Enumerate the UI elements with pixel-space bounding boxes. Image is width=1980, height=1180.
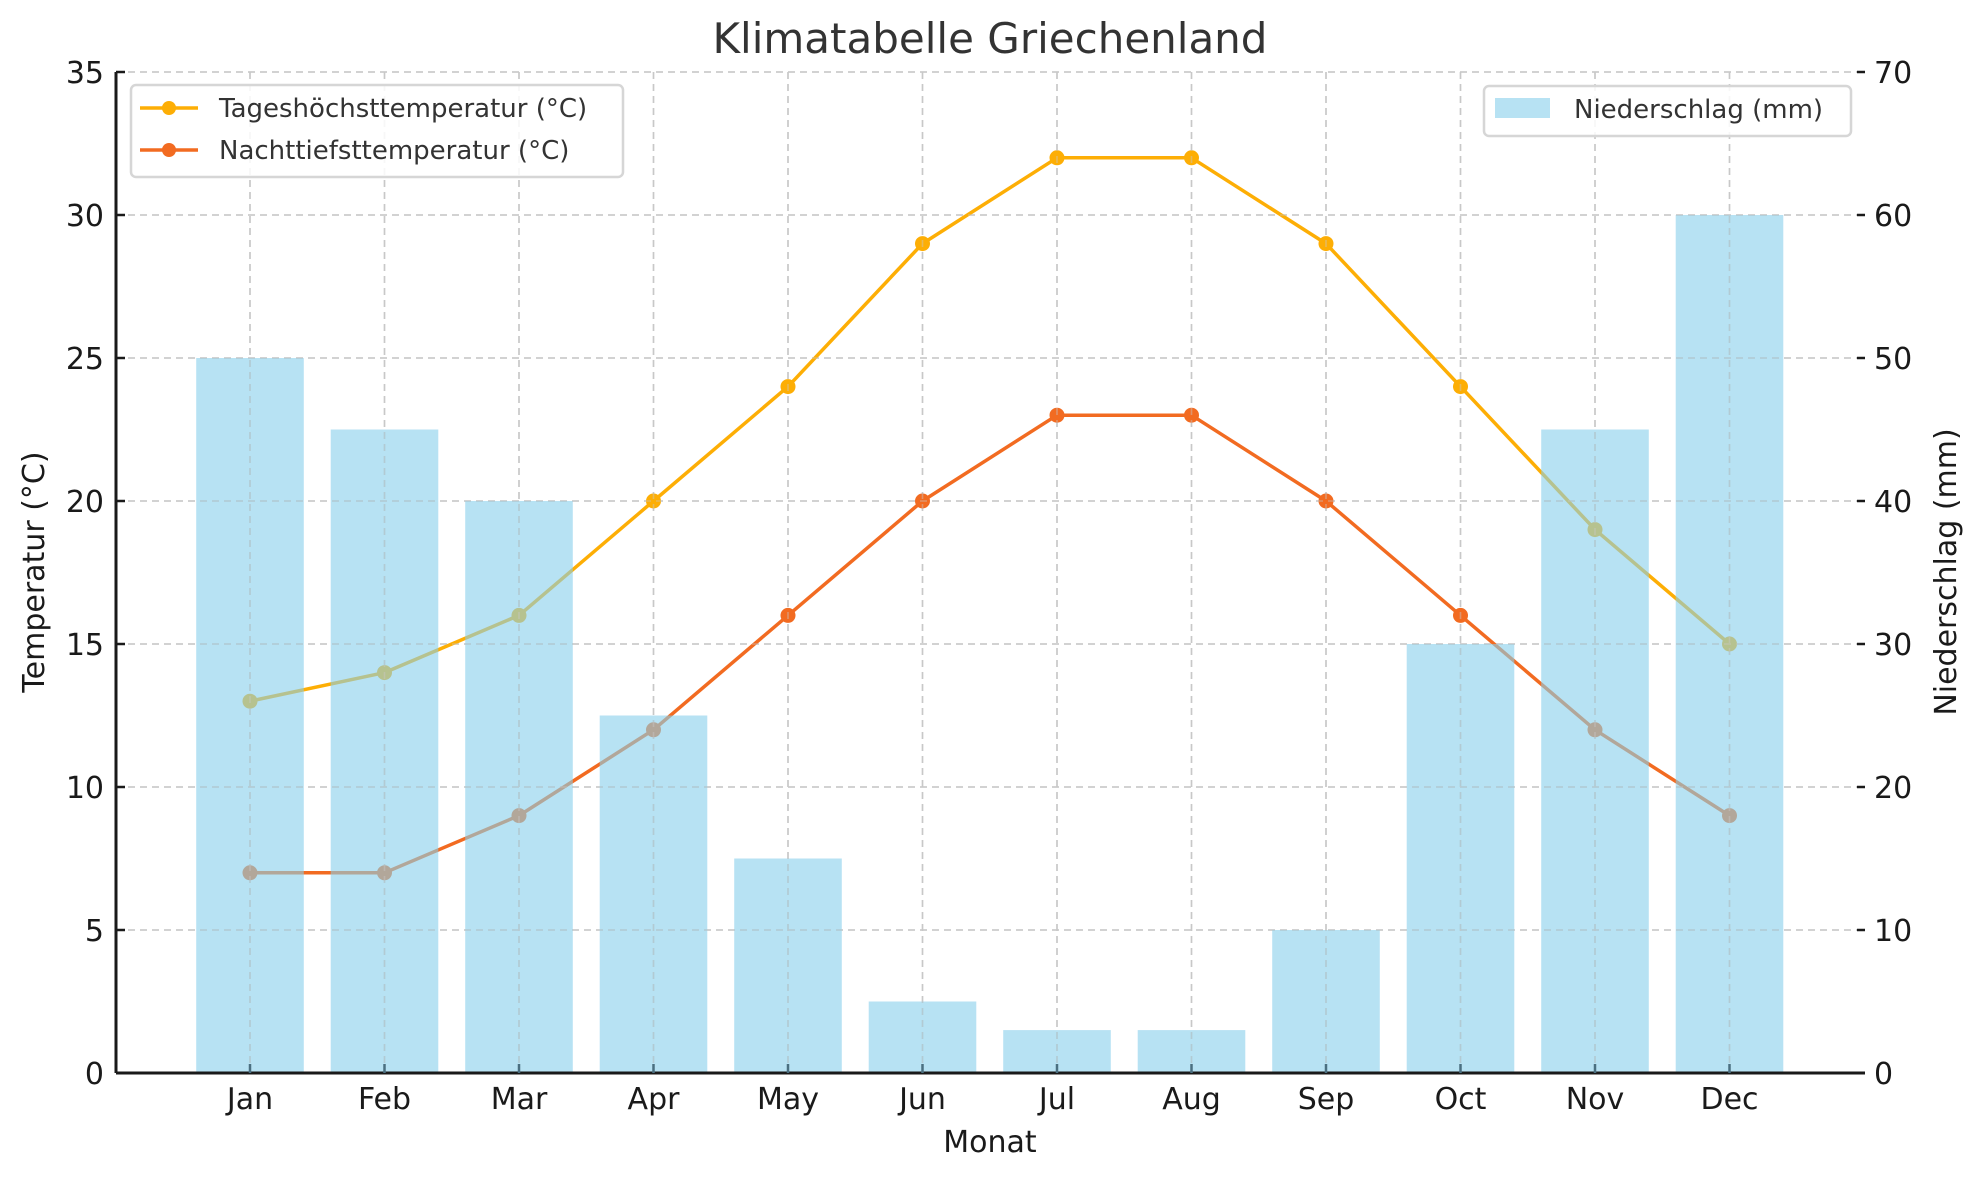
legend-marker-high [162, 101, 176, 115]
precipitation-bars [196, 215, 1784, 1073]
legend-label-low: Nachttiefsttemperatur (°C) [219, 136, 569, 166]
y-tick-label-right: 20 [1874, 771, 1912, 806]
precipitation-bar [1675, 215, 1784, 1073]
legend-box [129, 83, 625, 179]
legend-marker-low [162, 143, 176, 157]
axis-ticks: 0 5 10 15 20 25 30 35 0 10 20 30 40 50 60 70 Jan Feb Mar Ap… [66, 56, 1912, 1117]
x-tick-label: Aug [1162, 1082, 1221, 1117]
y-tick-label-right: 30 [1874, 628, 1912, 663]
legend-box [1482, 84, 1853, 138]
y-tick-label-left: 0 [85, 1057, 104, 1092]
data-point-low [1049, 407, 1065, 423]
x-tick-label: Feb [358, 1082, 411, 1117]
x-axis-label: Monat [943, 1125, 1037, 1160]
legend-precipitation: Niederschlag (mm) [1482, 84, 1853, 138]
data-point-low [1184, 407, 1199, 423]
x-tick-label: Dec [1700, 1082, 1758, 1117]
y-tick-label-left: 10 [66, 771, 104, 806]
grid-overlay [116, 71, 1865, 1073]
y-tick-label-left: 20 [66, 485, 104, 520]
x-tick-label: Oct [1435, 1082, 1487, 1117]
x-tick-label: Mar [491, 1082, 548, 1117]
precipitation-bar [1541, 429, 1649, 1073]
y-tick-label-left: 35 [66, 56, 104, 91]
data-point-low [915, 493, 930, 509]
data-point-low [1453, 607, 1468, 623]
precipitation-bar [599, 715, 708, 1073]
data-point-high [1184, 150, 1199, 166]
y-tick-label-left: 5 [85, 914, 104, 949]
precipitation-bar [196, 358, 304, 1073]
x-tick-label: Sep [1298, 1082, 1355, 1117]
precipitation-bar [1406, 644, 1515, 1073]
legend-temperature: Tageshöchsttemperatur (°C) Nachttiefstte… [129, 83, 625, 179]
x-tick-label: Apr [628, 1082, 681, 1117]
data-point-high [1453, 379, 1468, 395]
x-tick-label: Nov [1566, 1082, 1625, 1117]
precipitation-bar [330, 429, 439, 1073]
y-tick-label-right: 40 [1874, 485, 1912, 520]
y-axis-label-right: Niederschlag (mm) [1929, 428, 1964, 715]
axes [114, 72, 1865, 1075]
y-tick-label-right: 60 [1874, 199, 1912, 234]
y-tick-label-right: 70 [1874, 56, 1912, 91]
legend-label-high: Tageshöchsttemperatur (°C) [218, 94, 587, 124]
data-point-high [1318, 236, 1334, 252]
x-tick-label: Jan [225, 1082, 273, 1117]
x-tick-label: May [757, 1082, 819, 1117]
legend-label-precipitation: Niederschlag (mm) [1574, 95, 1823, 125]
precipitation-bar [734, 858, 842, 1073]
data-point-high [915, 236, 930, 252]
y-axis-label-left: Temperatur (°C) [17, 451, 52, 693]
data-point-low [780, 607, 796, 623]
x-tick-label: Jul [1037, 1082, 1075, 1117]
precipitation-bar [868, 1001, 977, 1073]
precipitation-bar [1272, 930, 1380, 1073]
data-point-low [1318, 493, 1334, 509]
y-tick-label-left: 25 [66, 342, 104, 377]
y-tick-label-right: 10 [1874, 914, 1912, 949]
precipitation-bar [465, 501, 573, 1073]
legend-patch-precipitation [1495, 98, 1550, 118]
y-tick-label-left: 15 [66, 628, 104, 663]
y-tick-label-right: 0 [1874, 1057, 1893, 1092]
x-tick-label: Jun [897, 1082, 946, 1117]
data-point-high [646, 493, 661, 509]
data-point-high [780, 379, 796, 395]
y-tick-label-left: 30 [66, 199, 104, 234]
chart-title: Klimatabelle Griechenland [713, 14, 1268, 63]
data-point-high [1049, 150, 1065, 166]
y-tick-label-right: 50 [1874, 342, 1912, 377]
